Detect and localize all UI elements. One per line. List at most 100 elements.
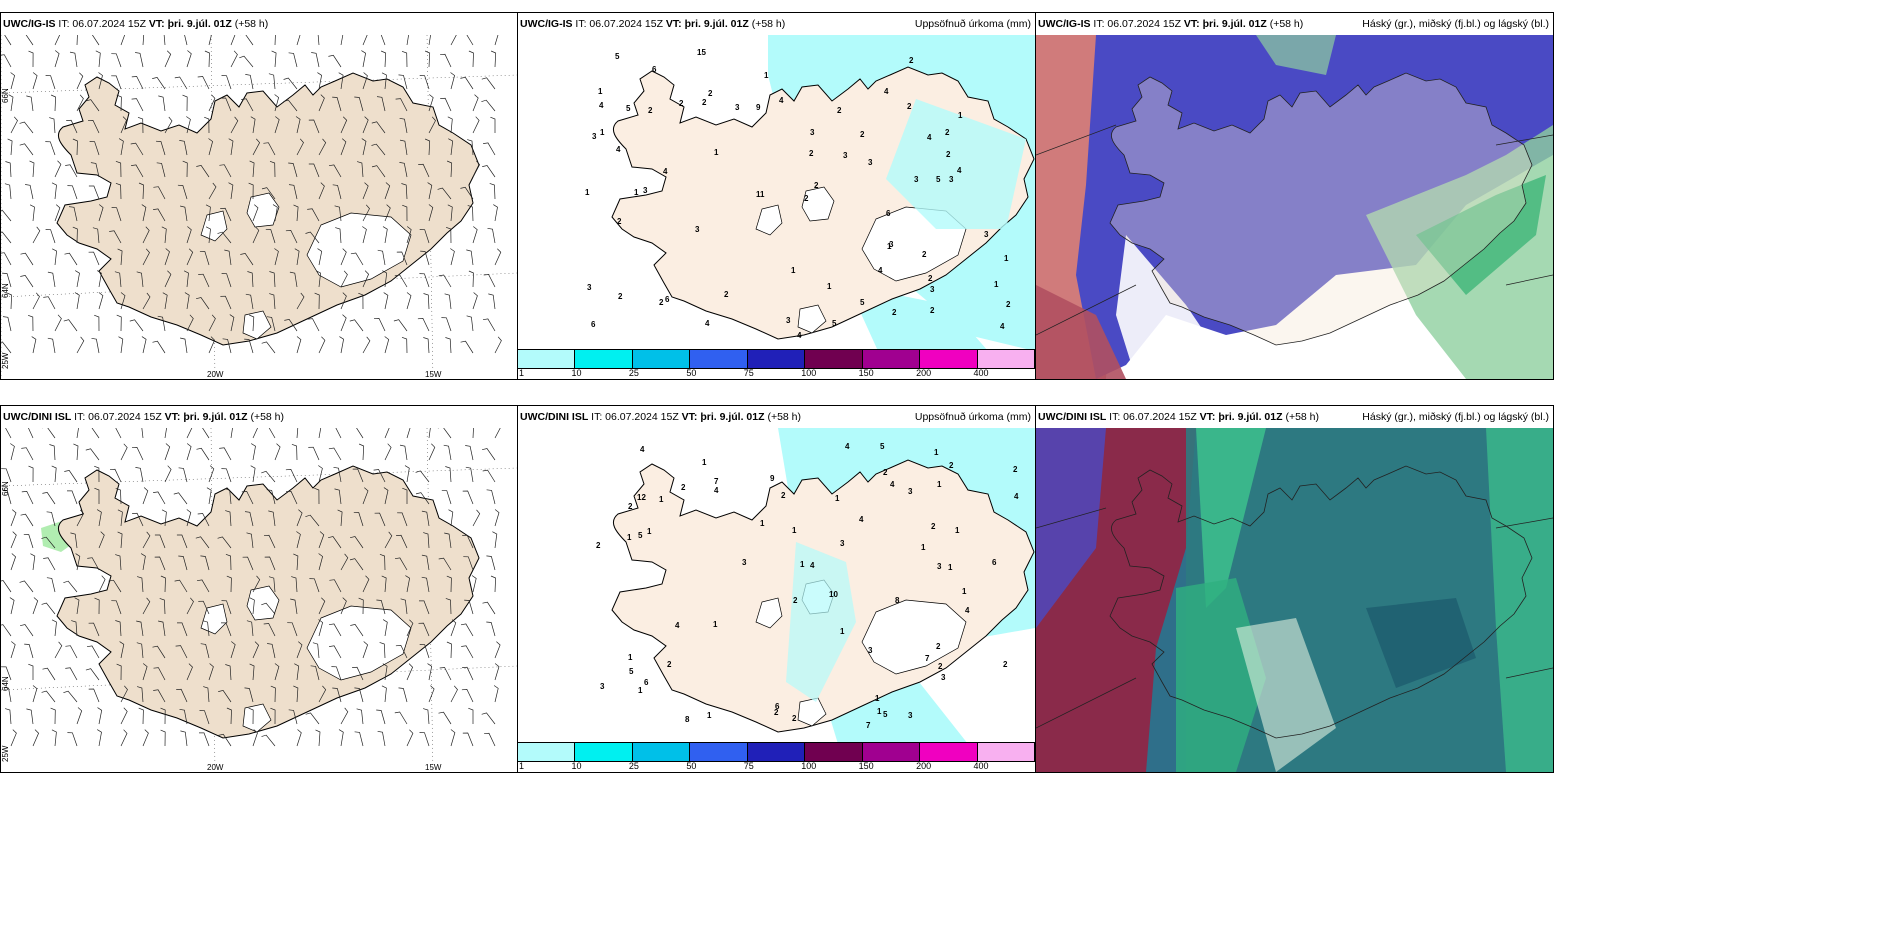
wind-barb bbox=[287, 622, 298, 637]
station-value: 2 bbox=[1003, 660, 1008, 669]
wind-barb bbox=[160, 707, 166, 725]
legend-colorbar bbox=[518, 349, 1035, 369]
wind-barb bbox=[76, 707, 83, 725]
legend-swatch bbox=[862, 743, 921, 761]
legend-tick: 400 bbox=[973, 368, 989, 378]
station-value: 1 bbox=[934, 448, 939, 457]
wind-barb bbox=[468, 50, 474, 68]
wind-barb bbox=[76, 336, 85, 354]
wind-barb bbox=[481, 77, 496, 90]
wind-barb bbox=[175, 645, 188, 659]
wind-barb bbox=[296, 292, 305, 310]
wind-barb bbox=[318, 138, 327, 156]
wind-barb bbox=[196, 447, 210, 461]
wind-barb bbox=[314, 292, 320, 310]
wind-barb bbox=[263, 534, 276, 549]
wind-barb bbox=[376, 599, 386, 615]
legend-swatch bbox=[977, 350, 1035, 368]
panel-header: UWC/IG-IS IT: 06.07.2024 15Z VT: þri. 9.… bbox=[1036, 13, 1553, 35]
wind-barb bbox=[218, 690, 232, 703]
wind-barb bbox=[164, 428, 167, 439]
wind-barb bbox=[137, 686, 144, 703]
station-value: 2 bbox=[892, 308, 897, 317]
station-value: 6 bbox=[652, 65, 657, 74]
lat-label-64n: 64N bbox=[1, 676, 10, 691]
wind-barb bbox=[288, 184, 298, 200]
wind-barb bbox=[357, 161, 364, 178]
wind-barb bbox=[10, 641, 16, 659]
wind-barb bbox=[186, 428, 193, 439]
station-value: 1 bbox=[627, 533, 632, 542]
wind-barb bbox=[445, 598, 452, 615]
wind-barb bbox=[383, 487, 389, 505]
wind-barb bbox=[318, 182, 325, 200]
wind-barb bbox=[152, 340, 166, 354]
wind-barb bbox=[447, 116, 453, 134]
wind-barb bbox=[65, 645, 78, 659]
wind-barb bbox=[376, 709, 386, 725]
wind-barb bbox=[445, 226, 452, 244]
wind-barb bbox=[285, 469, 298, 483]
station-value: 2 bbox=[922, 250, 927, 259]
wind-barb bbox=[483, 142, 496, 156]
station-value: 4 bbox=[663, 167, 668, 176]
wind-barb bbox=[486, 621, 496, 637]
legend-swatch bbox=[575, 743, 633, 761]
wind-barb bbox=[318, 619, 323, 637]
wind-barb bbox=[284, 319, 298, 332]
wind-barb bbox=[32, 685, 38, 703]
wind-barb bbox=[305, 514, 320, 527]
station-value: 1 bbox=[958, 111, 963, 120]
wind-barb bbox=[248, 182, 254, 200]
wind-barb bbox=[379, 642, 386, 659]
wind-barb bbox=[158, 620, 166, 637]
wind-barb bbox=[153, 667, 166, 681]
station-value: 8 bbox=[895, 596, 900, 605]
wind-barb bbox=[136, 271, 144, 288]
wind-barb bbox=[445, 337, 452, 354]
station-value: 3 bbox=[587, 283, 592, 292]
wind-barb bbox=[490, 575, 496, 593]
wind-barb bbox=[220, 97, 232, 112]
wind-barb bbox=[116, 94, 122, 112]
wind-barb bbox=[274, 35, 276, 46]
wind-barb bbox=[97, 707, 103, 725]
station-value: 1 bbox=[713, 620, 718, 629]
wind-barb bbox=[47, 271, 56, 288]
legend-swatch bbox=[632, 350, 691, 368]
wind-barb bbox=[9, 597, 15, 615]
wind-barb bbox=[381, 72, 387, 90]
valid-label: VT: bbox=[148, 18, 165, 30]
wind-barb bbox=[318, 465, 323, 483]
wind-barb bbox=[358, 292, 364, 310]
wind-barb bbox=[362, 575, 370, 593]
model-name: UWC/DINI ISL bbox=[520, 411, 589, 423]
station-value: 8 bbox=[685, 715, 690, 724]
wind-barb bbox=[484, 732, 496, 747]
wind-barb bbox=[220, 207, 232, 222]
station-value: 2 bbox=[702, 98, 707, 107]
wind-barb bbox=[288, 52, 298, 68]
legend-swatch bbox=[747, 350, 806, 368]
wind-barb bbox=[65, 667, 78, 681]
wind-barb bbox=[65, 164, 78, 178]
panel-clouds-dini: UWC/DINI ISL IT: 06.07.2024 15Z VT: þri.… bbox=[1035, 405, 1554, 773]
cloud-map bbox=[1036, 35, 1553, 379]
wind-barb bbox=[335, 428, 342, 439]
wind-barb bbox=[399, 444, 408, 461]
wind-barb bbox=[395, 98, 408, 112]
wind-barb bbox=[184, 292, 190, 310]
wind-barb bbox=[156, 162, 166, 178]
station-value: 4 bbox=[965, 606, 970, 615]
wind-barb bbox=[464, 599, 474, 615]
wind-barb bbox=[208, 182, 217, 200]
station-value: 3 bbox=[600, 682, 605, 691]
init-time: IT: 06.07.2024 15Z bbox=[591, 411, 679, 423]
station-value: 5 bbox=[880, 442, 885, 451]
station-value: 1 bbox=[647, 527, 652, 536]
wind-barb bbox=[32, 72, 38, 90]
wind-barb bbox=[382, 619, 388, 637]
wind-barb bbox=[423, 708, 430, 725]
wind-barb bbox=[263, 623, 276, 637]
legend-tick: 1 bbox=[519, 368, 525, 378]
